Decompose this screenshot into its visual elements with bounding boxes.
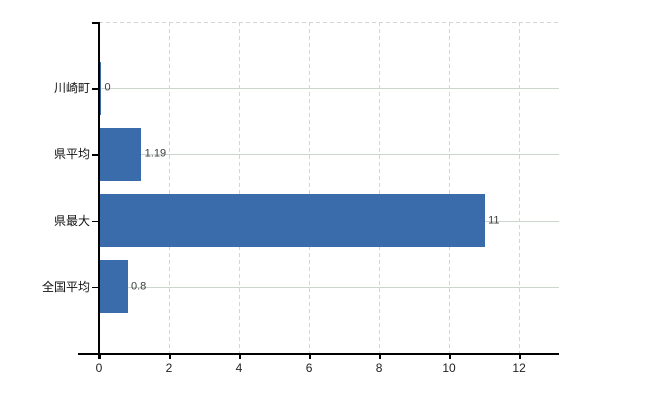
x-axis-tick bbox=[169, 353, 171, 359]
bar-value-label: 0 bbox=[104, 81, 111, 94]
h-gridline bbox=[99, 286, 559, 288]
h-gridline bbox=[99, 154, 559, 156]
x-axis-tick bbox=[449, 353, 451, 359]
x-axis-tick bbox=[99, 353, 101, 359]
y-axis-tick bbox=[92, 286, 99, 289]
bar bbox=[99, 61, 101, 115]
category-label: 川崎町 bbox=[53, 81, 90, 96]
x-tick-label: 8 bbox=[375, 361, 383, 375]
x-tick-label: 2 bbox=[165, 361, 173, 375]
y-axis-line bbox=[97, 22, 100, 359]
bar bbox=[99, 194, 485, 248]
y-axis-tick bbox=[92, 88, 99, 90]
v-gridline bbox=[519, 22, 521, 353]
v-gridline bbox=[239, 22, 241, 353]
plot-top-border bbox=[99, 22, 559, 23]
v-gridline bbox=[309, 22, 311, 353]
x-axis-tick bbox=[309, 353, 311, 359]
x-axis-tick bbox=[519, 353, 521, 359]
x-tick-label: 4 bbox=[235, 361, 243, 375]
bar-value-label: 0.8 bbox=[131, 280, 147, 293]
x-axis-tick bbox=[239, 353, 241, 359]
y-axis-tick bbox=[92, 220, 99, 223]
x-axis-tick bbox=[379, 353, 381, 359]
category-label: 県平均 bbox=[53, 147, 90, 162]
h-gridline bbox=[99, 88, 559, 90]
v-gridline bbox=[379, 22, 381, 353]
x-tick-label: 10 bbox=[442, 361, 456, 375]
x-tick-label: 6 bbox=[305, 361, 313, 375]
y-axis-tick bbox=[92, 22, 99, 24]
bar-value-label: 11 bbox=[488, 214, 500, 227]
bar bbox=[99, 127, 142, 181]
x-tick-label: 0 bbox=[95, 361, 103, 375]
x-tick-label: 12 bbox=[512, 361, 526, 375]
category-label: 全国平均 bbox=[41, 279, 90, 294]
y-axis-tick bbox=[92, 154, 99, 156]
x-axis-line bbox=[78, 353, 559, 355]
bar bbox=[99, 260, 128, 314]
v-gridline bbox=[169, 22, 170, 353]
bar-value-label: 1.19 bbox=[144, 147, 167, 160]
category-label: 県最大 bbox=[53, 213, 90, 228]
v-gridline bbox=[449, 22, 451, 353]
